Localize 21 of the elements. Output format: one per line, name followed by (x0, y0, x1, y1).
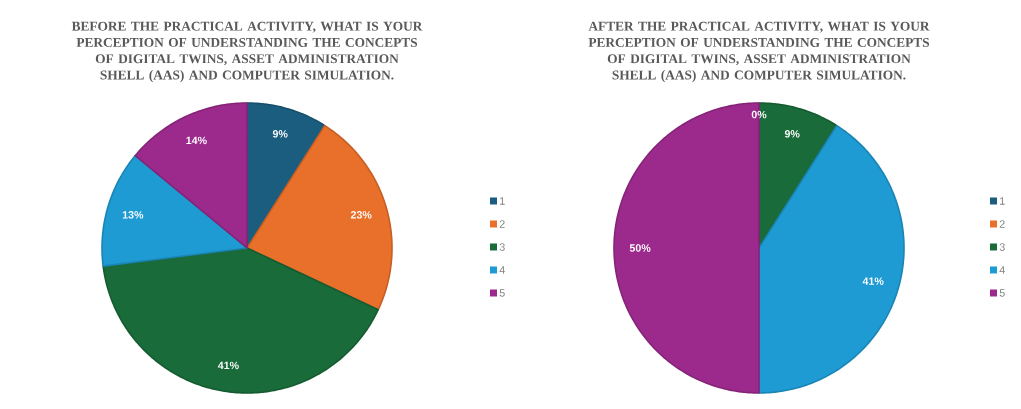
data-label: 41% (862, 277, 884, 285)
legend-label: 3 (499, 243, 505, 251)
legend-label: 4 (499, 266, 505, 274)
legend-label: 3 (999, 243, 1005, 251)
chart-title: BEFORE THE PRACTICAL ACTIVITY, WHAT IS YOUR PERCEPTION OF UNDERSTANDING THE CONCEPTS OF DIGITAL TWINS, ASSET ADMINISTRATION SHELL (AAS) AND COMPUTER SIMULATION. (71, 21, 423, 83)
legend-label: 1 (1000, 197, 1005, 205)
legend-label: 5 (999, 289, 1005, 297)
legend-label: 1 (500, 197, 505, 205)
data-label: 14% (186, 136, 207, 145)
legend-label: 2 (999, 220, 1005, 228)
legend-label: 2 (499, 220, 505, 228)
legend-label: 5 (499, 289, 505, 297)
data-label: 13% (122, 211, 144, 219)
legend-label: 4 (999, 266, 1005, 274)
data-label: 41% (217, 361, 239, 370)
data-label: 9% (784, 130, 800, 138)
data-label: 50% (629, 244, 651, 252)
data-label: 23% (350, 211, 372, 219)
data-label: 9% (272, 130, 288, 138)
chart-title: AFTER THE PRACTICAL ACTIVITY, WHAT IS YOUR PERCEPTION OF UNDERSTANDING THE CONCEPTS OF DIGITAL TWINS, ASSET ADMINISTRATION SHELL (AAS) AND COMPUTER SIMULATION. (588, 21, 930, 83)
text: 0% (751, 110, 767, 119)
